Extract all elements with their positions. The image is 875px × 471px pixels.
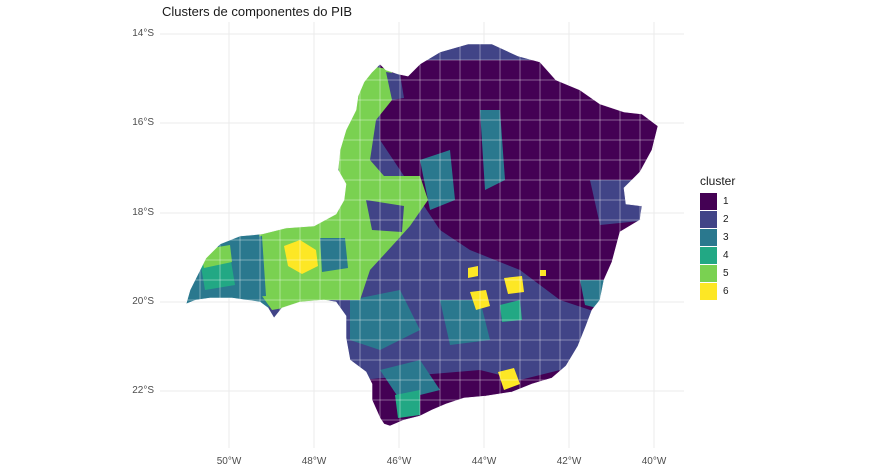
cluster-3-region — [236, 236, 266, 298]
cluster-6-region — [498, 368, 520, 390]
cluster-6-region — [468, 266, 478, 278]
cluster-6-region — [540, 270, 546, 276]
legend-title: cluster — [700, 174, 736, 188]
legend-swatch — [700, 192, 717, 210]
x-tick-label: 42°W — [556, 456, 582, 467]
cluster-1-region — [380, 60, 658, 320]
cluster-6-region — [504, 276, 524, 294]
municipality-boundaries — [186, 44, 658, 426]
legend-swatch — [700, 228, 717, 246]
cluster-3-region — [440, 300, 490, 345]
legend-item: 2 — [700, 210, 735, 228]
y-tick-label: 22°S — [132, 385, 154, 396]
legend-swatch — [700, 282, 717, 300]
cluster-4-region — [395, 390, 420, 418]
cluster-2-region — [386, 72, 404, 100]
y-tick-label: 18°S — [132, 207, 154, 218]
x-tick-label: 46°W — [386, 456, 412, 467]
legend-swatch — [700, 210, 717, 228]
y-tick-label: 14°S — [132, 28, 154, 39]
legend-item: 3 — [700, 228, 735, 246]
cluster-3-region — [320, 238, 348, 272]
legend-swatch — [700, 246, 717, 264]
state-border — [185, 43, 659, 427]
cluster-2-region — [366, 200, 404, 232]
legend-item: 5 — [700, 264, 735, 282]
legend-swatch — [700, 264, 717, 282]
y-tick-label: 16°S — [132, 117, 154, 128]
cluster-6-region — [284, 240, 318, 274]
legend-label: 3 — [723, 231, 729, 243]
cluster-4-region — [500, 300, 522, 322]
legend-label: 6 — [723, 285, 729, 297]
cluster-3-region — [480, 110, 505, 190]
x-tick-label: 48°W — [301, 456, 327, 467]
x-tick-label: 44°W — [471, 456, 497, 467]
legend-label: 1 — [723, 195, 729, 207]
legend-item: 4 — [700, 246, 735, 264]
state-map — [186, 44, 658, 426]
legend-label: 2 — [723, 213, 729, 225]
x-tick-label: 50°W — [216, 456, 242, 467]
map-title: Clusters de componentes do PIB — [162, 4, 353, 19]
legend-label: 4 — [723, 249, 729, 261]
y-tick-label: 20°S — [132, 296, 154, 307]
legend-label: 5 — [723, 267, 729, 279]
legend: cluster 1 2 3 4 5 6 — [700, 174, 735, 300]
legend-item: 6 — [700, 282, 735, 300]
x-tick-label: 40°W — [641, 456, 667, 467]
legend-item: 1 — [700, 192, 735, 210]
